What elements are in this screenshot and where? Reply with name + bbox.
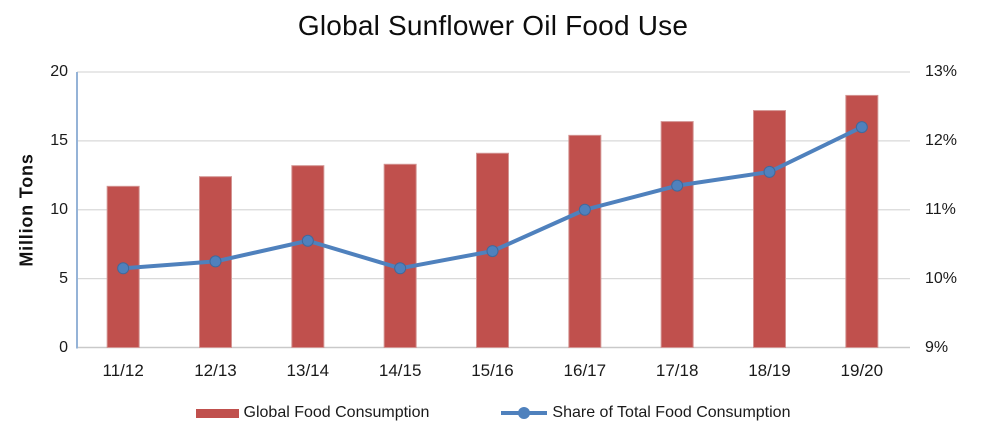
y-tick-right-11%: 11%: [925, 200, 956, 218]
y-tick-left-15: 15: [50, 131, 68, 149]
y-tick-left-20: 20: [50, 63, 68, 80]
x-tick-14/15: 14/15: [378, 361, 422, 380]
bar-series-swatch-icon: [195, 408, 239, 418]
chart-title: Global Sunflower Oil Food Use: [297, 10, 689, 41]
bar-16/17: [568, 134, 602, 348]
y-tick-right-10%: 10%: [925, 269, 958, 287]
x-tick-15/16: 15/16: [471, 361, 514, 380]
legend-item-bar-series: Global Food Consumption: [195, 404, 430, 422]
y-tick-left-10: 10: [50, 200, 68, 218]
bar-13/14: [291, 165, 325, 348]
x-tick-13/14: 13/14: [286, 361, 330, 380]
bar-19/20: [845, 94, 879, 349]
line-marker-17/18: [671, 179, 684, 192]
y-tick-left-0: 0: [59, 338, 68, 356]
line-series-marker-icon: [518, 407, 531, 419]
bar-14/15: [383, 163, 417, 348]
x-tick-16/17: 16/17: [563, 361, 607, 380]
bar-15/16: [476, 152, 509, 348]
x-tick-18/19: 18/19: [748, 361, 791, 380]
line-series-swatch-icon: [501, 407, 548, 419]
y-tick-right-9%: 9%: [925, 338, 949, 356]
y-tick-right-13%: 13%: [925, 63, 958, 80]
bar-17/18: [660, 121, 694, 348]
line-marker-16/17: [578, 203, 591, 216]
line-marker-13/14: [301, 234, 314, 247]
x-tick-11/12: 11/12: [102, 361, 144, 380]
line-marker-18/19: [763, 165, 776, 178]
x-tick-19/20: 19/20: [840, 361, 884, 380]
line-marker-14/15: [394, 262, 407, 275]
legend-item-line-series: Share of Total Food Consumption: [501, 404, 790, 422]
y-tick-right-12%: 12%: [925, 131, 958, 149]
line-marker-12/13: [209, 255, 222, 268]
x-tick-12/13: 12/13: [194, 361, 237, 380]
legend: Global Food Consumption Share of Total F…: [0, 401, 986, 425]
y-tick-left-5: 5: [59, 269, 68, 287]
x-tick-17/18: 17/18: [655, 361, 699, 380]
legend-label-bar-series: Global Food Consumption: [243, 404, 430, 421]
line-marker-19/20: [855, 121, 868, 134]
bar-18/19: [753, 110, 786, 348]
line-marker-15/16: [486, 245, 499, 258]
legend-label-line-series: Share of Total Food Consumption: [552, 404, 791, 421]
line-marker-11/12: [117, 262, 130, 275]
